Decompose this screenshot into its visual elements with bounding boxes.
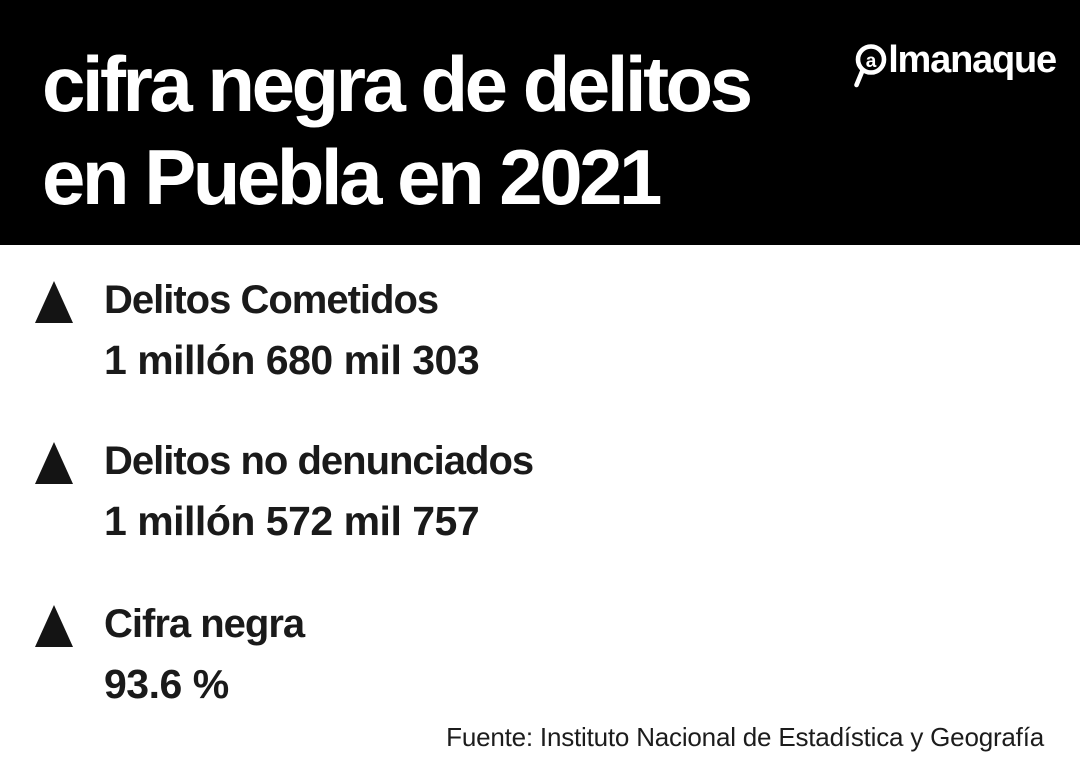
logo-letter-a: a <box>866 51 877 72</box>
stat-value: 1 millón 572 mil 757 <box>104 498 480 544</box>
brand-logo: a lmanaque <box>852 39 1057 89</box>
stat-value: 93.6 % <box>104 661 229 707</box>
triangle-bullet-icon <box>35 605 73 647</box>
triangle-bullet-icon <box>35 442 73 484</box>
stat-value: 1 millón 680 mil 303 <box>104 337 480 383</box>
stat-label: Cifra negra <box>104 602 305 646</box>
header-banner: cifra negra de delitos en Puebla en 2021… <box>0 0 1080 245</box>
title-line-1: cifra negra de delitos <box>42 40 753 128</box>
stat-item-delitos-cometidos: Delitos Cometidos 1 millón 680 mil 303 <box>35 270 480 390</box>
triangle-bullet-icon <box>35 281 73 323</box>
title-line-2: en Puebla en 2021 <box>42 133 662 221</box>
stat-label: Delitos Cometidos <box>104 278 439 322</box>
stat-item-delitos-no-denunciados: Delitos no denunciados 1 millón 572 mil … <box>35 431 534 551</box>
stat-label: Delitos no denunciados <box>104 439 534 483</box>
source-attribution: Fuente: Instituto Nacional de Estadístic… <box>446 722 1044 752</box>
logo-text: lmanaque <box>888 39 1057 81</box>
stat-item-cifra-negra: Cifra negra 93.6 % <box>35 594 305 714</box>
magnifier-a-icon: a <box>854 44 887 88</box>
page-title: cifra negra de delitos en Puebla en 2021 <box>42 38 753 224</box>
